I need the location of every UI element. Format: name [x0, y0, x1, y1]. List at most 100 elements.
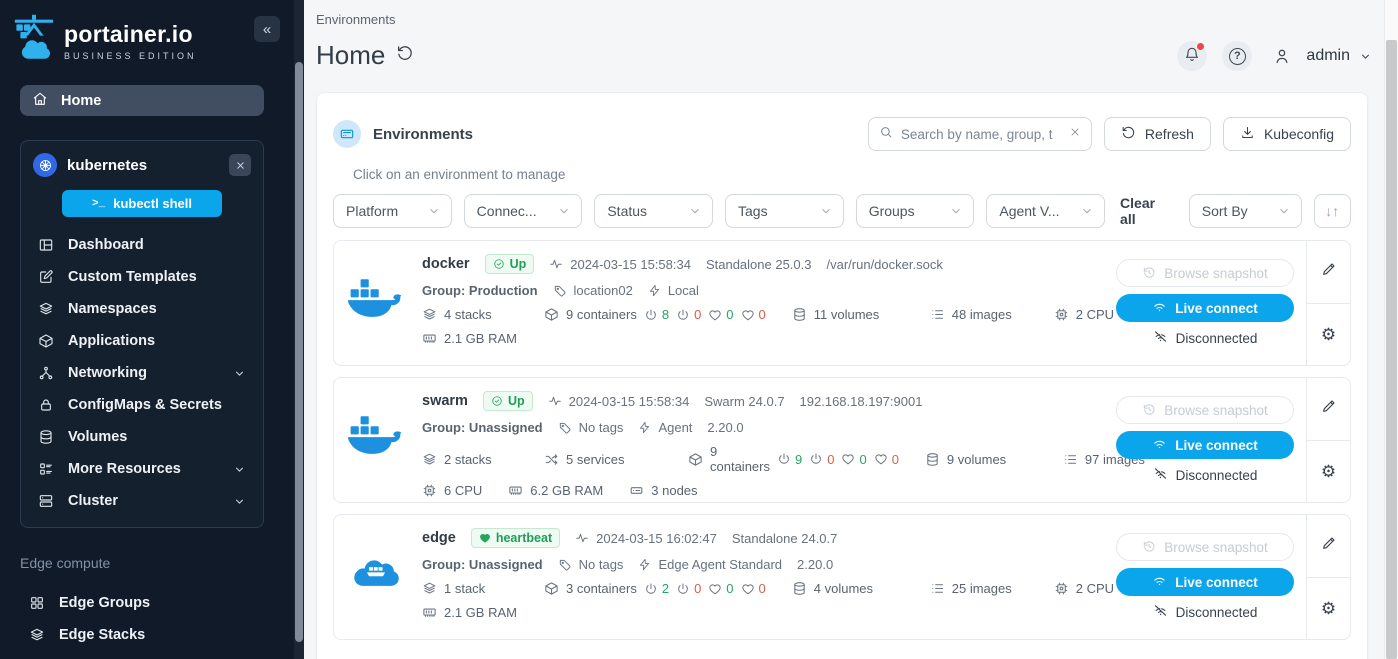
- browse-snapshot-button[interactable]: Browse snapshot: [1116, 533, 1294, 561]
- pencil-icon: [1321, 261, 1337, 282]
- notifications-button[interactable]: [1177, 41, 1208, 71]
- heart-icon: [741, 308, 755, 322]
- counter-heart-green: 0: [708, 581, 734, 596]
- kubernetes-menu: Dashboard Custom Templates Namespaces Appli…: [25, 221, 259, 519]
- layers-icon: [422, 581, 437, 596]
- page-title: Home: [316, 40, 386, 70]
- kubectl-shell-button[interactable]: >_ kubectl shell: [62, 190, 222, 217]
- chevron-down-icon: [819, 204, 833, 218]
- search-input[interactable]: Search by name, group, t: [867, 117, 1092, 151]
- sidebar-item-namespaces[interactable]: Namespaces: [29, 293, 255, 325]
- browse-snapshot-button[interactable]: Browse snapshot: [1116, 396, 1294, 424]
- counter-power-green: 8: [644, 307, 669, 322]
- environment-tags: No tags: [558, 557, 623, 572]
- close-icon[interactable]: [229, 154, 251, 176]
- filter-dropdown-groups[interactable]: Groups: [855, 194, 975, 228]
- stat-box: 3 containers 2 0 0 0: [544, 581, 766, 596]
- kubeconfig-button[interactable]: Kubeconfig: [1222, 117, 1351, 151]
- counter-heart-red: 0: [874, 452, 899, 467]
- filter-dropdown-connec[interactable]: Connec...: [463, 194, 583, 228]
- check-circle-icon: [493, 258, 505, 270]
- database-icon: [38, 429, 54, 445]
- lock-icon: [38, 397, 54, 413]
- page-scrollbar-thumb[interactable]: [1386, 40, 1397, 659]
- heart-filled-icon: [479, 532, 491, 544]
- page-scrollbar[interactable]: [1384, 0, 1398, 659]
- cpu-icon: [1054, 307, 1069, 322]
- sidebar-item-dashboard[interactable]: Dashboard: [29, 229, 255, 261]
- box-icon: [544, 581, 559, 596]
- sidebar-item-applications[interactable]: Applications: [29, 325, 255, 357]
- browse-snapshot-button[interactable]: Browse snapshot: [1116, 259, 1294, 287]
- stat-layers: 4 stacks: [422, 307, 518, 322]
- environment-row-swarm[interactable]: swarm Up 2024-03-15 15:58:34 Swarm 24.0.7 19…: [333, 377, 1351, 503]
- history-icon: [1142, 539, 1156, 556]
- settings-button[interactable]: ⚙: [1307, 302, 1350, 366]
- environment-row-edge[interactable]: edge heartbeat 2024-03-15 16:02:47 Standalo…: [333, 514, 1351, 640]
- layers-icon: [29, 627, 45, 643]
- help-button[interactable]: ?: [1222, 41, 1253, 71]
- user-menu[interactable]: admin: [1267, 41, 1372, 71]
- pulse-icon: [549, 257, 563, 271]
- sidebar-item-cluster[interactable]: Cluster: [29, 485, 255, 517]
- history-icon: [1142, 265, 1156, 282]
- filter-dropdown-status[interactable]: Status: [594, 194, 714, 228]
- platform-version: Swarm 24.0.7: [704, 393, 785, 409]
- sidebar-item-custom-templates[interactable]: Custom Templates: [29, 261, 255, 293]
- sort-direction-button[interactable]: ↓↑: [1313, 194, 1352, 228]
- settings-button[interactable]: ⚙: [1307, 576, 1350, 640]
- refresh-button[interactable]: Refresh: [1103, 117, 1211, 151]
- settings-button[interactable]: ⚙: [1307, 439, 1350, 503]
- disconnected-status: Disconnected: [1116, 329, 1294, 347]
- heart-icon: [874, 452, 888, 466]
- clear-all-button[interactable]: Clear all: [1120, 195, 1156, 227]
- edge-cloud-icon: [350, 555, 402, 600]
- stat-layers: 2 stacks: [422, 452, 518, 467]
- sort-by-dropdown[interactable]: Sort By: [1188, 194, 1302, 228]
- platform-version: Standalone 24.0.7: [731, 530, 838, 546]
- chevron-down-icon: [1359, 50, 1372, 63]
- environment-list: docker Up 2024-03-15 15:58:34 Standalone 25…: [333, 240, 1351, 640]
- sidebar-item-networking[interactable]: Networking: [29, 357, 255, 389]
- filter-dropdown-platform[interactable]: Platform: [333, 194, 452, 228]
- live-connect-button[interactable]: Live connect: [1116, 431, 1294, 459]
- filter-dropdown-tags[interactable]: Tags: [725, 194, 844, 228]
- sidebar-scrollbar-thumb[interactable]: [295, 62, 303, 642]
- bolt-icon: [638, 558, 651, 571]
- environment-row-docker[interactable]: docker Up 2024-03-15 15:58:34 Standalone 25…: [333, 240, 1351, 366]
- sidebar-item-more-resources[interactable]: More Resources: [29, 453, 255, 485]
- images-icon: [930, 307, 945, 322]
- stat-box: 9 containers 9 0 0 0: [688, 444, 899, 474]
- live-connect-button[interactable]: Live connect: [1116, 294, 1294, 322]
- environment-group: Group: Unassigned: [422, 557, 543, 572]
- chevron-down-icon: [949, 204, 963, 218]
- docker-icon: [347, 278, 405, 329]
- edit-environment-button[interactable]: [1307, 241, 1350, 303]
- home-icon: [32, 91, 48, 111]
- sidebar-item-edge-jobs[interactable]: Edge Jobs: [20, 651, 264, 659]
- edit-environment-button[interactable]: [1307, 515, 1350, 577]
- layers-icon: [38, 301, 54, 317]
- refresh-icon[interactable]: [396, 44, 414, 67]
- chevron-down-icon: [233, 495, 246, 508]
- counter-power-green: 9: [777, 452, 802, 467]
- sidebar-scrollbar[interactable]: [294, 0, 304, 659]
- filter-dropdown-agent-v[interactable]: Agent V...: [986, 194, 1106, 228]
- environment-tags: No tags: [558, 420, 623, 435]
- sidebar-item-edge-stacks[interactable]: Edge Stacks: [20, 619, 264, 651]
- sidebar-item-home[interactable]: Home: [20, 85, 264, 116]
- sidebar-collapse-button[interactable]: «: [254, 16, 280, 42]
- search-clear-icon[interactable]: [1069, 125, 1081, 143]
- gear-icon: ⚙: [1320, 324, 1337, 344]
- sidebar-item-configmaps-secrets[interactable]: ConfigMaps & Secrets: [29, 389, 255, 421]
- live-connect-button[interactable]: Live connect: [1116, 568, 1294, 596]
- edit-environment-button[interactable]: [1307, 378, 1350, 440]
- logo-subtitle: BUSINESS EDITION: [64, 50, 197, 61]
- network-icon: [38, 365, 54, 381]
- counter-heart-red: 0: [741, 581, 766, 596]
- chevron-down-icon: [233, 463, 246, 476]
- stat-nodes: 3 nodes: [629, 483, 698, 498]
- bolt-icon: [648, 284, 661, 297]
- sidebar-item-volumes[interactable]: Volumes: [29, 421, 255, 453]
- sidebar-item-edge-groups[interactable]: Edge Groups: [20, 587, 264, 619]
